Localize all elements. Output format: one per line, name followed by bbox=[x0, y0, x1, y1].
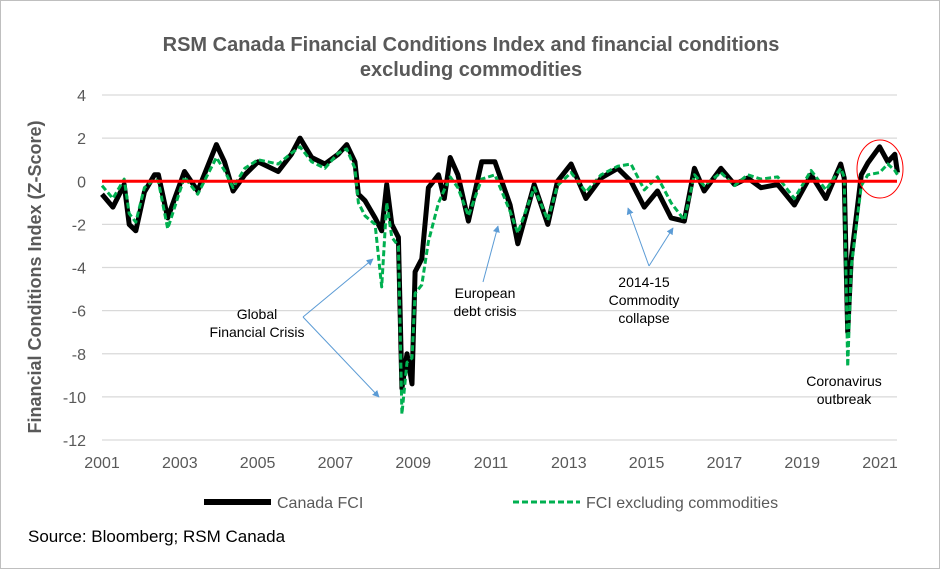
legend-label-canada-fci: Canada FCI bbox=[277, 495, 363, 512]
y-tick-label: 2 bbox=[77, 131, 86, 148]
annotation-gfc-1: Global bbox=[237, 306, 277, 322]
legend-label-fci-ex-commodities: FCI excluding commodities bbox=[586, 495, 778, 512]
x-tick-label: 2021 bbox=[862, 455, 898, 472]
european-arrow bbox=[482, 225, 500, 283]
y-tick-label: -10 bbox=[63, 390, 86, 407]
x-tick-label: 2015 bbox=[629, 455, 665, 472]
y-tick-label: -6 bbox=[72, 304, 86, 321]
chart-title-line2: excluding commodities bbox=[360, 59, 582, 81]
y-tick-label: -12 bbox=[63, 433, 86, 450]
annotation-commodity-1: 2014-15 bbox=[618, 274, 670, 290]
y-tick-label: 4 bbox=[77, 88, 86, 105]
commodity-arrow-2 bbox=[648, 227, 674, 267]
y-tick-label: -2 bbox=[72, 217, 86, 234]
x-tick-labels: 2001 2003 2005 2007 2009 2011 2013 2015 2017 2019… bbox=[84, 455, 898, 472]
x-tick-label: 2009 bbox=[395, 455, 431, 472]
gfc-arrow-2 bbox=[302, 316, 380, 398]
annotations: Global Financial Crisis European debt cr… bbox=[210, 274, 882, 407]
x-tick-label: 2007 bbox=[318, 455, 354, 472]
x-tick-label: 2003 bbox=[162, 455, 198, 472]
annotation-european-1: European bbox=[455, 285, 516, 301]
y-tick-label: 0 bbox=[77, 174, 86, 191]
x-tick-label: 2001 bbox=[84, 455, 120, 472]
annotation-commodity-3: collapse bbox=[618, 310, 670, 326]
highlight-circle bbox=[856, 139, 904, 199]
annotation-covid-2: outbreak bbox=[817, 391, 872, 407]
x-tick-label: 2019 bbox=[784, 455, 820, 472]
gfc-arrow-1 bbox=[302, 258, 374, 318]
y-tick-label: -4 bbox=[72, 261, 86, 278]
source-note: Source: Bloomberg; RSM Canada bbox=[28, 527, 286, 546]
annotation-covid-1: Coronavirus bbox=[806, 373, 881, 389]
x-tick-label: 2005 bbox=[240, 455, 276, 472]
legend: Canada FCI FCI excluding commodities bbox=[204, 495, 778, 512]
series-line-fci-ex-commodities bbox=[100, 145, 899, 416]
y-tick-label: -8 bbox=[72, 347, 86, 364]
annotation-commodity-2: Commodity bbox=[609, 292, 680, 308]
x-tick-label: 2011 bbox=[474, 455, 509, 472]
chart-title-line1: RSM Canada Financial Conditions Index an… bbox=[163, 34, 780, 56]
annotation-european-2: debt crisis bbox=[453, 303, 516, 319]
commodity-arrow-1 bbox=[626, 207, 650, 267]
y-axis-label: Financial Conditions Index (Z-Score) bbox=[25, 120, 45, 433]
gridlines bbox=[102, 94, 897, 441]
annotation-gfc-2: Financial Crisis bbox=[210, 324, 305, 340]
x-tick-label: 2013 bbox=[551, 455, 587, 472]
x-tick-label: 2017 bbox=[707, 455, 743, 472]
y-tick-labels: 4 2 0 -2 -4 -6 -8 -10 -12 bbox=[63, 88, 86, 450]
annotation-arrows bbox=[302, 207, 674, 398]
series-lines bbox=[100, 135, 900, 416]
